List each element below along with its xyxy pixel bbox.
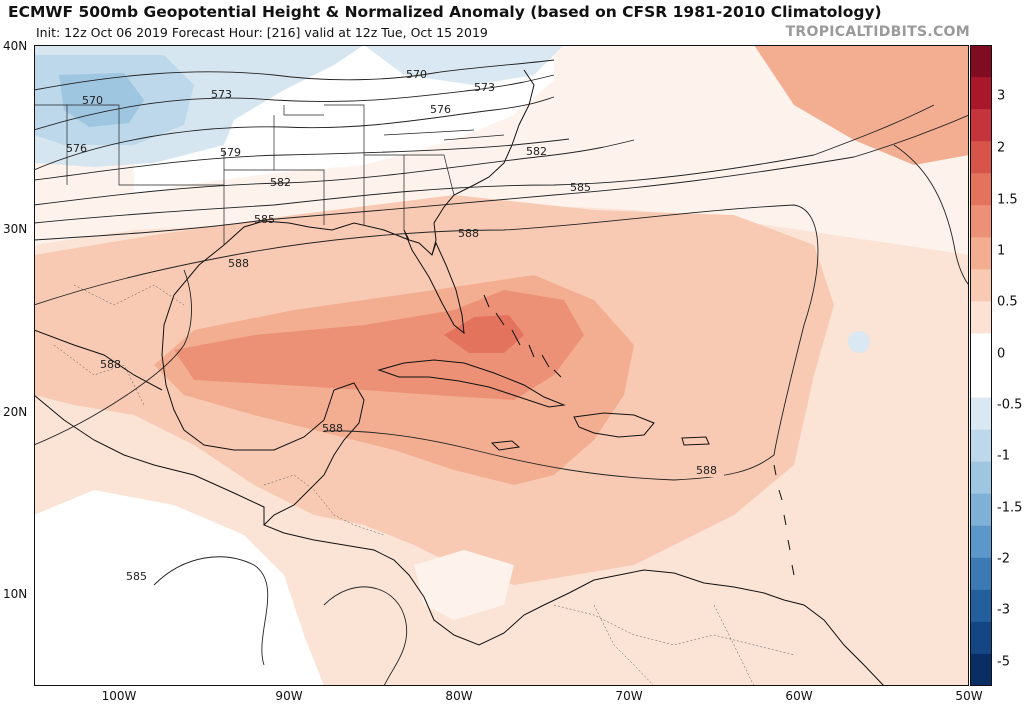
colorbar-label: 0.5 bbox=[997, 294, 1018, 310]
colorbar-segment bbox=[970, 205, 992, 238]
colorbar-segment bbox=[970, 429, 992, 463]
colorbar-segment bbox=[970, 333, 992, 366]
lon-label: 90W bbox=[275, 689, 303, 703]
colorbar-segment bbox=[970, 109, 992, 142]
contour-label: 579 bbox=[220, 146, 241, 159]
colorbar-label: -1.5 bbox=[997, 500, 1023, 516]
site-credit: TROPICALTIDBITS.COM bbox=[785, 24, 970, 40]
lat-label: 30N bbox=[3, 222, 28, 236]
lon-label: 60W bbox=[785, 689, 813, 703]
colorbar-segment bbox=[970, 77, 992, 110]
colorbar-segment bbox=[970, 461, 992, 495]
colorbar-label: -3 bbox=[997, 602, 1010, 618]
colorbar-frame bbox=[970, 45, 992, 686]
colorbar-segment bbox=[970, 493, 992, 527]
contour-label: 582 bbox=[270, 176, 291, 189]
chart-subtitle: Init: 12z Oct 06 2019 Forecast Hour: [21… bbox=[36, 25, 488, 40]
contour-labels: 570 570 573 573 576 576 579 582 582 585 … bbox=[66, 68, 724, 583]
colorbar-label: -2 bbox=[997, 551, 1010, 567]
anomaly-fill-layer bbox=[34, 45, 969, 686]
colorbar-label: 0 bbox=[997, 346, 1006, 362]
colorbar-label: -0.5 bbox=[997, 397, 1023, 413]
contour-label: 570 bbox=[82, 94, 103, 107]
colorbar-segment bbox=[970, 45, 992, 78]
colorbar bbox=[970, 45, 992, 686]
colorbar-segment bbox=[970, 621, 992, 655]
colorbar-segment bbox=[970, 589, 992, 623]
contour-label: 576 bbox=[430, 103, 451, 116]
colorbar-segment bbox=[970, 365, 992, 399]
contour-label: 588 bbox=[228, 257, 249, 270]
country-borders bbox=[53, 284, 795, 686]
colorbar-label: 1 bbox=[997, 243, 1006, 259]
contour-label: 588 bbox=[322, 422, 343, 435]
colorbar-label: 2 bbox=[997, 140, 1006, 156]
lat-label: 10N bbox=[3, 587, 28, 601]
chart-title: ECMWF 500mb Geopotential Height & Normal… bbox=[8, 3, 882, 21]
colorbar-label: -1 bbox=[997, 448, 1010, 464]
colorbar-segment bbox=[970, 301, 992, 334]
anomaly-map: 570 570 573 573 576 576 579 582 582 585 … bbox=[34, 45, 969, 686]
lat-label: 20N bbox=[3, 405, 28, 419]
map-frame bbox=[34, 45, 969, 686]
lon-label: 70W bbox=[615, 689, 643, 703]
colorbar-segment bbox=[970, 397, 992, 431]
lon-label: 50W bbox=[955, 689, 983, 703]
colorbar-segment bbox=[970, 237, 992, 270]
colorbar-label: -5 bbox=[997, 654, 1010, 670]
contour-label: 588 bbox=[100, 358, 121, 371]
contour-label: 585 bbox=[254, 213, 275, 226]
height-contours bbox=[34, 59, 969, 686]
state-borders bbox=[34, 104, 505, 245]
lon-label: 100W bbox=[101, 689, 137, 703]
contour-label: 585 bbox=[570, 181, 591, 194]
contour-label: 576 bbox=[66, 142, 87, 155]
coastlines bbox=[34, 69, 885, 686]
colorbar-segment bbox=[970, 141, 992, 174]
contour-label: 588 bbox=[696, 464, 717, 477]
colorbar-segment bbox=[970, 653, 992, 686]
contour-label: 573 bbox=[211, 88, 232, 101]
colorbar-segment bbox=[970, 269, 992, 302]
contour-label: 570 bbox=[406, 68, 427, 81]
contour-label: 573 bbox=[474, 81, 495, 94]
colorbar-segment bbox=[970, 173, 992, 206]
lat-label: 40N bbox=[3, 39, 28, 53]
contour-label: 585 bbox=[126, 570, 147, 583]
colorbar-segment bbox=[970, 557, 992, 591]
contour-label: 582 bbox=[526, 145, 547, 158]
contour-label: 588 bbox=[458, 227, 479, 240]
colorbar-label: 3 bbox=[997, 88, 1006, 104]
colorbar-segments bbox=[970, 45, 992, 686]
lon-label: 80W bbox=[445, 689, 473, 703]
colorbar-segment bbox=[970, 525, 992, 559]
colorbar-label: 1.5 bbox=[997, 192, 1018, 208]
